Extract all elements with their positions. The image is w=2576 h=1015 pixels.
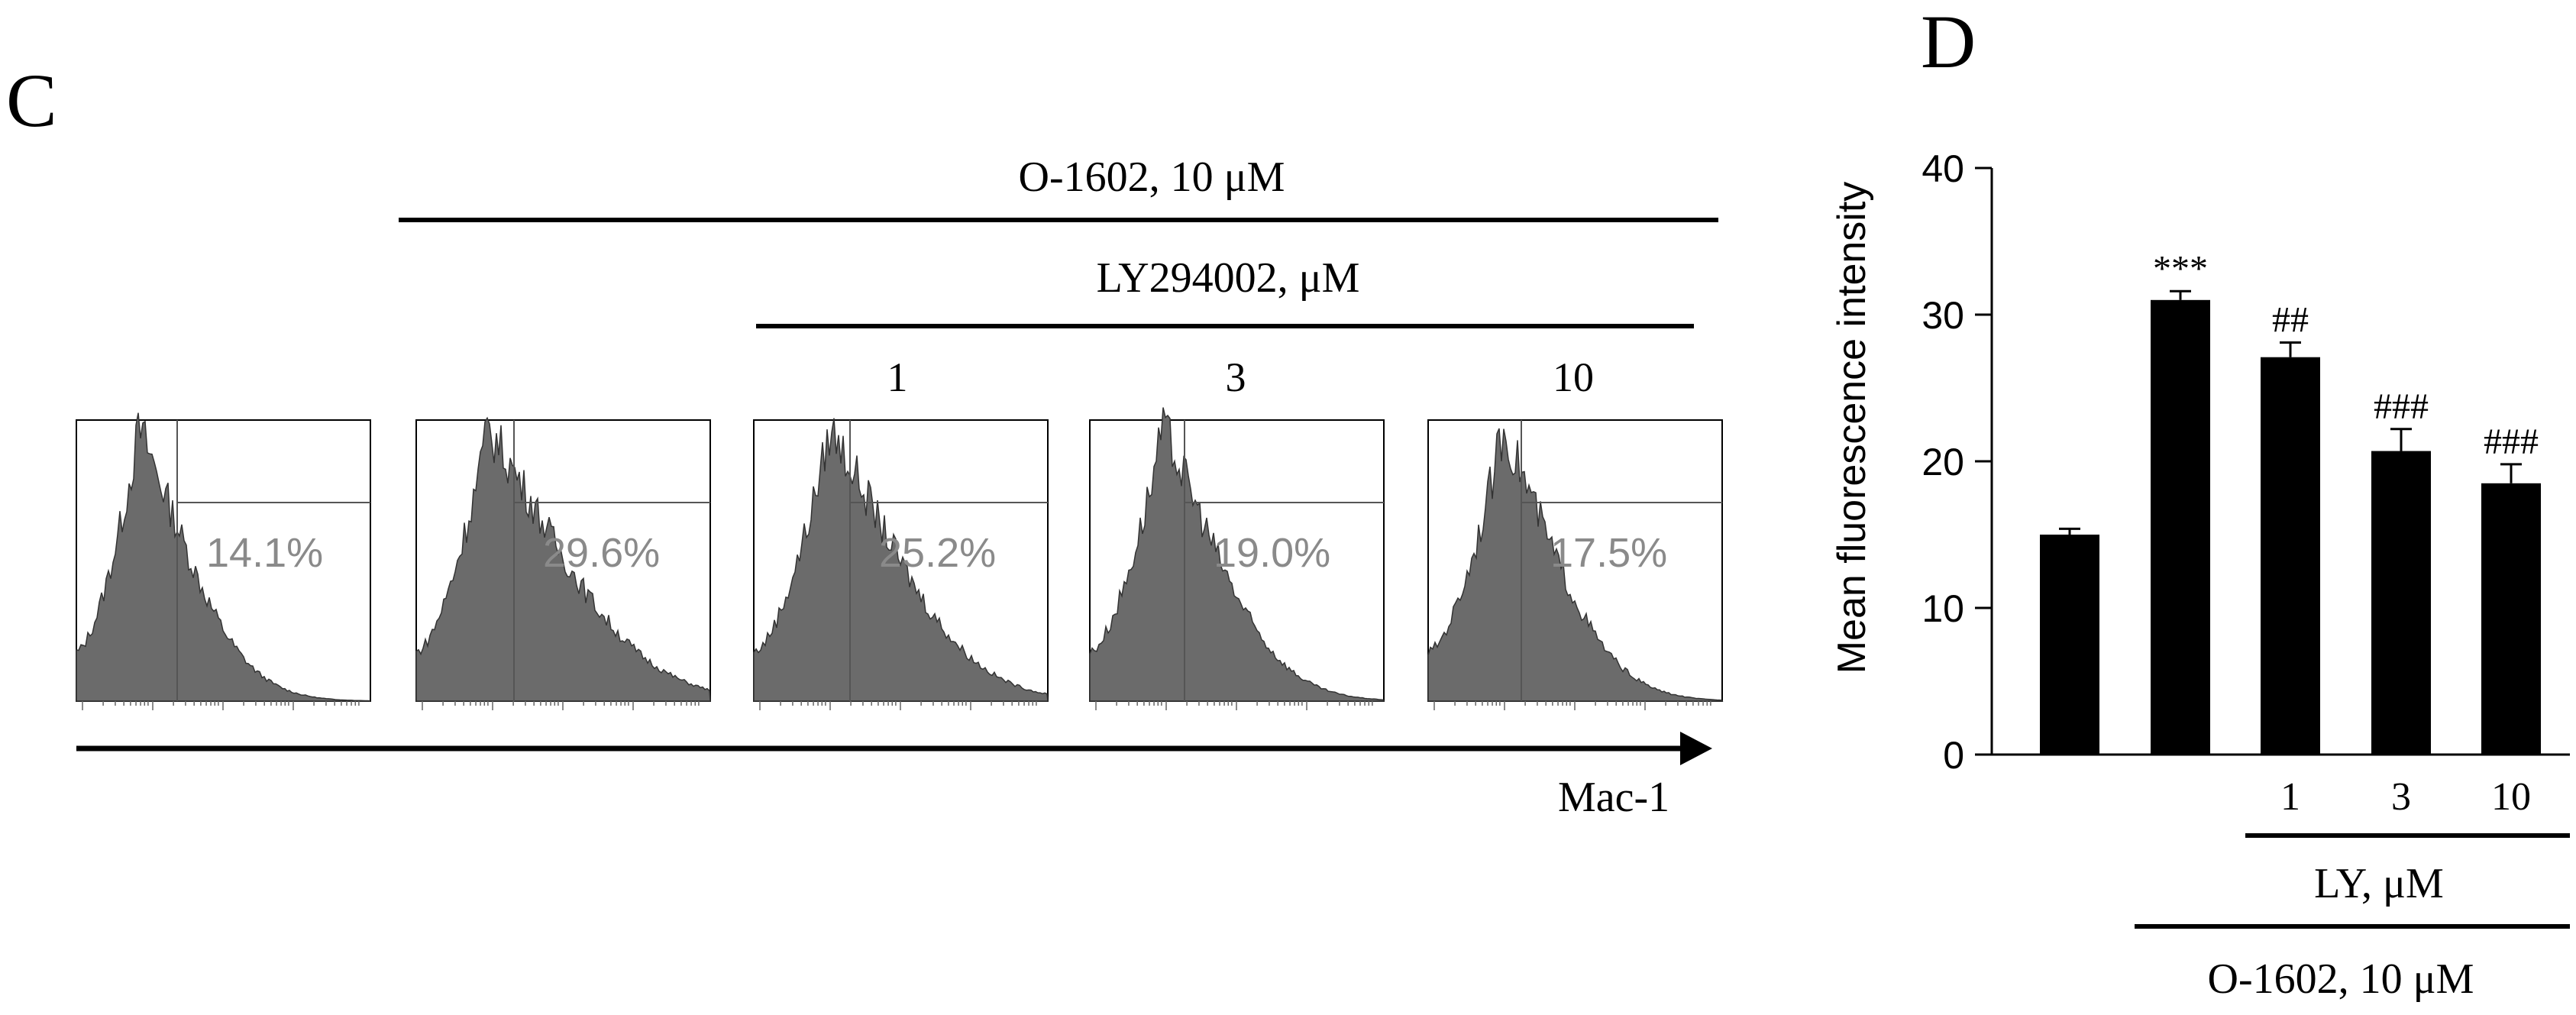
o1602-d-bracket-label: O-1602, 10 μM [2208, 955, 2474, 1003]
o1602-bracket-label: O-1602, 10 μM [1019, 154, 1285, 201]
panel-d-letter: D [1921, 0, 1976, 84]
bar [2040, 535, 2099, 755]
gate-percent-label: 25.2% [879, 530, 996, 576]
mac1-axis-label: Mac-1 [1558, 774, 1669, 821]
gate-percent-label: 19.0% [1214, 530, 1330, 576]
histogram-curve [1427, 428, 1724, 702]
y-axis-title: Mean fluorescence intensity [1830, 182, 1874, 674]
panel-c: C O-1602, 10 μM LY294002, μM 1 3 10 14.1… [6, 58, 1724, 821]
ly-bracket-label: LY, μM [2314, 860, 2444, 907]
significance-label: ### [2374, 386, 2429, 427]
histogram-curve [76, 412, 371, 702]
panel-d: D Mean fluorescence intensity 0 10 20 30 40 *… [1830, 0, 2570, 1003]
conc-label-1: 1 [887, 354, 908, 400]
ly294002-bracket-label: LY294002, μM [1097, 254, 1360, 302]
gate-percent-label: 29.6% [543, 530, 660, 576]
x-tick-label: 10 [2491, 775, 2531, 819]
y-tick-label: 30 [1921, 294, 1964, 337]
x-tick-label: 1 [2280, 775, 2300, 819]
significance-label: ### [2484, 422, 2539, 462]
mac1-axis-arrowhead [1680, 732, 1712, 765]
histogram-panel: 17.5% [1427, 419, 1724, 710]
histogram-row: 14.1% 29.6% 25.2% 19.0% 17.5% [76, 407, 1724, 710]
significance-label: *** [2153, 248, 2208, 289]
y-tick-label: 40 [1921, 147, 1964, 190]
conc-label-10: 10 [1553, 354, 1594, 400]
panel-c-letter: C [6, 58, 57, 143]
bar [2261, 357, 2320, 755]
histogram-curve [1089, 407, 1385, 702]
bar [2151, 299, 2210, 755]
histogram-panel: 14.1% [76, 412, 371, 710]
histogram-panel: 29.6% [415, 416, 711, 710]
bar [2481, 483, 2541, 755]
bar-chart: 0 10 20 30 40 *** ## 1 ### 3 ### 10 [1921, 147, 2570, 819]
histogram-panel: 19.0% [1089, 407, 1385, 710]
x-tick-label: 3 [2391, 775, 2411, 819]
bar [2371, 451, 2431, 755]
conc-label-3: 3 [1226, 354, 1246, 400]
y-tick-label: 20 [1921, 441, 1964, 483]
histogram-curve [753, 418, 1049, 702]
y-tick-label: 0 [1943, 734, 1964, 777]
histogram-panel: 25.2% [753, 418, 1049, 710]
y-tick-label: 10 [1921, 587, 1964, 630]
significance-label: ## [2272, 299, 2309, 340]
histogram-curve [415, 416, 711, 702]
gate-percent-label: 14.1% [206, 530, 323, 576]
gate-percent-label: 17.5% [1550, 530, 1667, 576]
